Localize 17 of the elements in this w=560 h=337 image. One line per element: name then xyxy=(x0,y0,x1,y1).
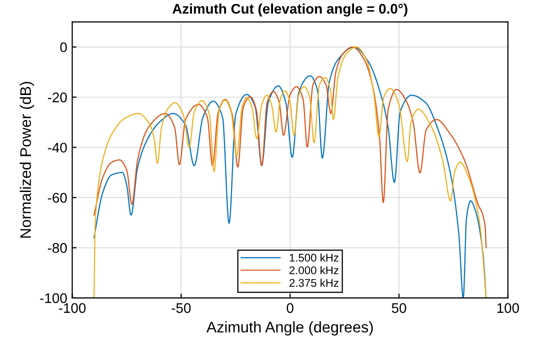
y-tick-label: -20 xyxy=(48,92,67,102)
legend-label: 2.375 kHz xyxy=(290,278,338,287)
y-tick-label: -60 xyxy=(48,192,67,203)
y-axis-title: Normalized Power (dB) xyxy=(20,82,34,238)
x-axis-title: Azimuth Angle (degrees) xyxy=(206,321,373,336)
chart-title: Azimuth Cut (elevation angle = 0.0°) xyxy=(172,4,408,17)
legend-label: 2.000 kHz xyxy=(290,266,338,274)
x-tick-label: -50 xyxy=(172,303,191,313)
y-tick-label: -40 xyxy=(48,142,67,153)
x-tick-label: 100 xyxy=(497,303,519,313)
x-tick-label: 50 xyxy=(392,303,406,313)
y-tick-label: -100 xyxy=(40,293,67,304)
y-tick-label: -80 xyxy=(48,243,67,253)
y-tick-label: 0 xyxy=(60,42,67,52)
x-tick-label: -100 xyxy=(58,303,86,313)
legend-label: 1.500 kHz xyxy=(290,254,338,262)
x-tick-label: 0 xyxy=(286,303,294,313)
